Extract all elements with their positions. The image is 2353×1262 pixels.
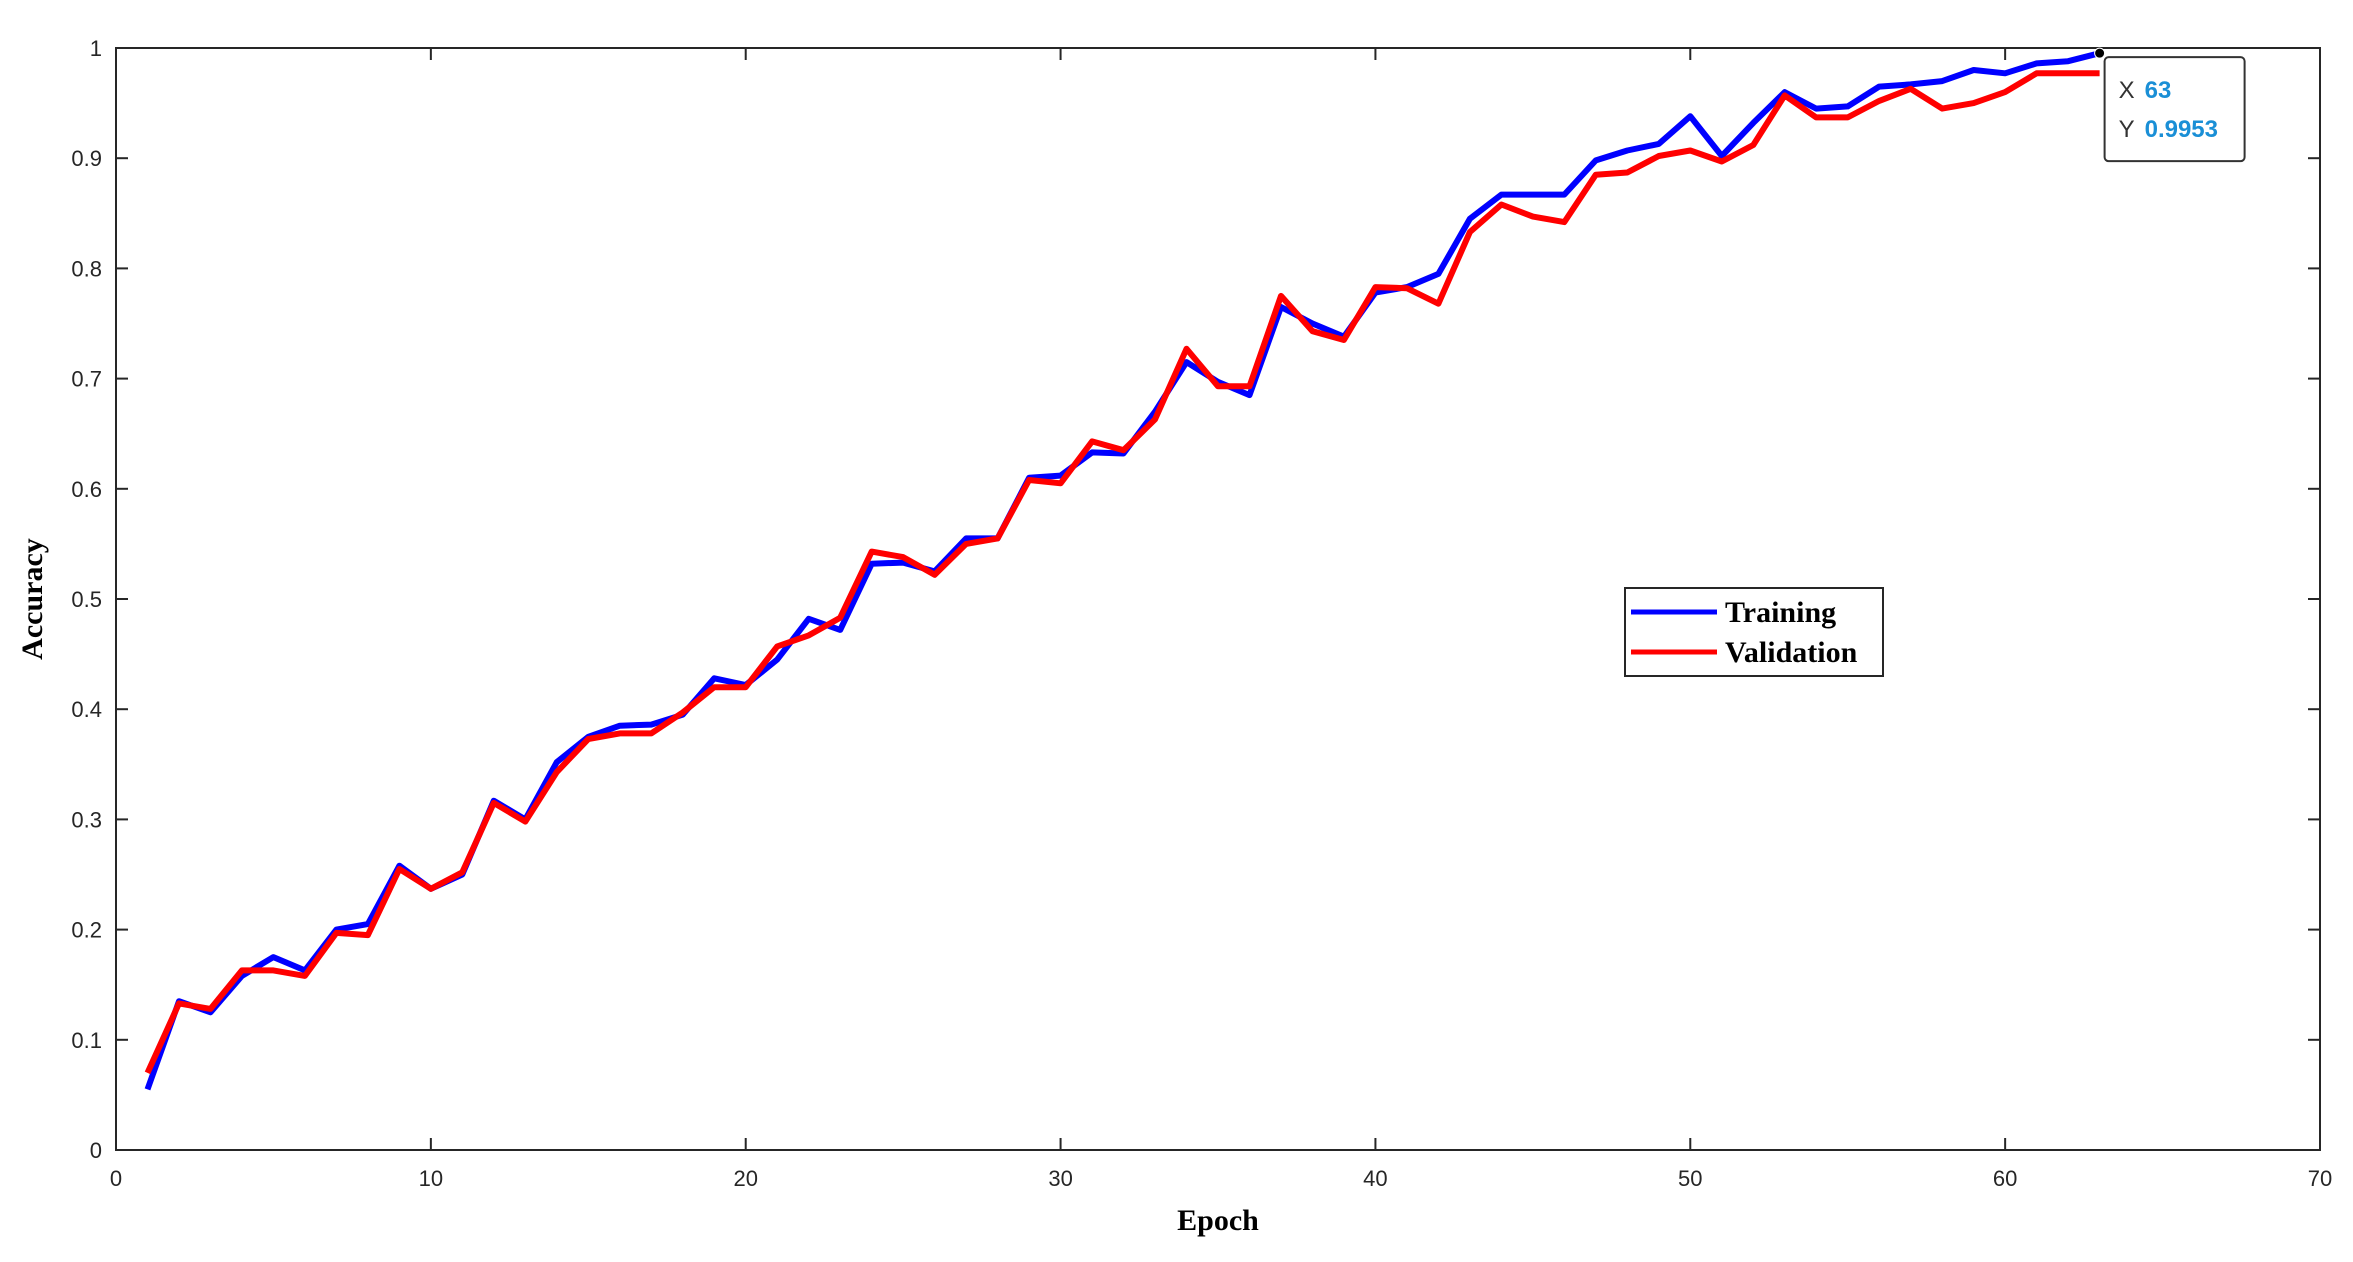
y-tick-label: 1 <box>90 36 102 61</box>
legend-label-validation: Validation <box>1725 636 1858 669</box>
x-axis-label: Epoch <box>1177 1204 1259 1237</box>
y-tick-label: 0.8 <box>71 256 102 281</box>
y-tick-label: 0.3 <box>71 807 102 832</box>
plot-area <box>115 47 2321 1151</box>
x-tick-label: 70 <box>2308 1166 2332 1191</box>
x-tick-label: 30 <box>1048 1166 1072 1191</box>
axis-ticks: 0 10 20 30 40 50 60 70 0 0.1 0.2 0.3 0.4 0.5 0.6 0.7 0.8… <box>71 36 2332 1191</box>
x-tick-label: 20 <box>733 1166 757 1191</box>
x-tick-label: 0 <box>110 1166 122 1191</box>
x-tick-label: 40 <box>1363 1166 1387 1191</box>
series-lines <box>144 50 2101 1091</box>
y-tick-label: 0 <box>90 1138 102 1163</box>
x-tick-label: 50 <box>1678 1166 1702 1191</box>
datatip-x-value: 63 <box>2145 77 2172 104</box>
y-tick-label: 0.1 <box>71 1028 102 1053</box>
datatip-box <box>2103 56 2246 163</box>
y-tick-label: 0.4 <box>71 697 102 722</box>
y-tick-label: 0.9 <box>71 146 102 171</box>
datatip-marker[interactable] <box>2094 47 2106 59</box>
legend-label-training: Training <box>1725 596 1836 629</box>
y-tick-label: 0.5 <box>71 587 102 612</box>
datatip[interactable]: X 63 Y 0.9953 <box>2094 47 2246 163</box>
datatip-y-key: Y <box>2119 116 2135 143</box>
y-tick-label: 0.2 <box>71 918 102 943</box>
y-axis-label: Accuracy <box>16 538 49 660</box>
x-tick-label: 10 <box>419 1166 443 1191</box>
legend-box <box>1624 587 1884 677</box>
datatip-x-key: X <box>2119 77 2135 104</box>
x-tick-label: 60 <box>1993 1166 2017 1191</box>
legend: Training Validation <box>1624 587 1884 677</box>
y-tick-label: 0.7 <box>71 367 102 392</box>
y-tick-label: 0.6 <box>71 477 102 502</box>
series-line-validation <box>144 70 2100 1075</box>
datatip-y-value: 0.9953 <box>2145 116 2218 143</box>
